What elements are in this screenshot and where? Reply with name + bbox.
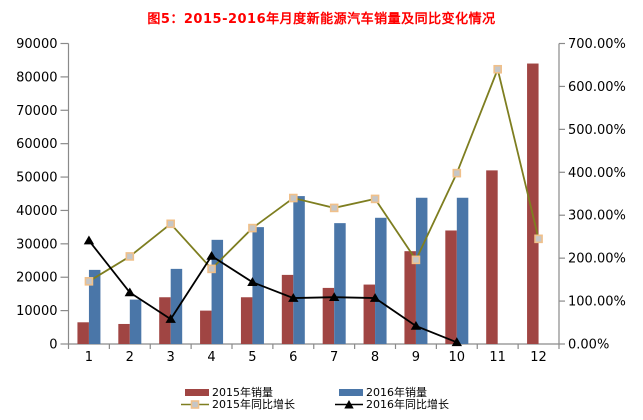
growth-2015-point-m11 <box>493 64 502 74</box>
growth-2016-point-m5 <box>247 277 258 286</box>
bar-sales-2015-m3 <box>159 297 171 344</box>
x-axis-label: 8 <box>371 350 379 365</box>
growth-2015-point-m6 <box>289 193 298 203</box>
x-axis-label: 11 <box>489 350 506 365</box>
x-axis-label: 4 <box>207 350 215 365</box>
left-axis-label: 50000 <box>16 171 57 186</box>
left-axis-label: 70000 <box>16 104 57 119</box>
left-axis-label: 40000 <box>16 204 57 219</box>
bar-sales-2016-m8 <box>375 217 387 344</box>
growth-2015-point-m7 <box>329 203 339 213</box>
bar-sales-2016-m4 <box>211 239 224 344</box>
growth-2016-point-m10 <box>451 337 463 347</box>
growth-2015-point-m4 <box>207 264 216 274</box>
bar-sales-2015-m12 <box>527 63 539 345</box>
x-axis-label: 3 <box>167 350 175 365</box>
right-axis-label: 0.00% <box>568 338 609 353</box>
growth-2015-point-m9 <box>411 255 421 265</box>
bar-sales-2016-m9 <box>415 197 428 344</box>
bar-sales-2015-m6 <box>281 274 294 344</box>
right-axis-label: 400.00% <box>568 166 626 181</box>
left-axis-label: 20000 <box>16 271 57 286</box>
growth-2015-point-m3 <box>166 219 175 229</box>
growth-2016-point-m8 <box>369 293 381 302</box>
left-axis-label: 30000 <box>16 237 57 252</box>
bar-sales-2016-m5 <box>252 227 264 344</box>
growth-2016-point-m7 <box>328 292 340 302</box>
left-axis-label: 10000 <box>16 304 57 319</box>
bar-sales-2015-m7 <box>322 287 335 344</box>
line-growth-2015 <box>88 66 540 283</box>
x-axis-label: 6 <box>289 350 297 365</box>
bar-sales-2015-m8 <box>363 284 376 344</box>
right-axis-label: 100.00% <box>568 295 626 310</box>
legend-label: 2015年同比增长 <box>212 398 295 411</box>
right-axis-label: 200.00% <box>568 252 626 267</box>
growth-2015-point-m2 <box>125 252 135 261</box>
bar-sales-2016-m3 <box>170 268 183 344</box>
legend-item-sales-2015: 2015年销量 <box>185 387 273 398</box>
growth-2016-point-m2 <box>124 287 136 297</box>
line-square-icon <box>181 400 209 409</box>
bar-sales-2015-m2 <box>118 323 130 344</box>
legend-swatch-bar-2015 <box>185 389 209 396</box>
line-growth-2016 <box>88 239 458 344</box>
legend-swatch-bar-2016 <box>339 389 363 396</box>
growth-2015-point-m5 <box>248 223 257 233</box>
growth-2015-point-m1 <box>84 277 94 286</box>
x-axis-label: 9 <box>412 350 420 365</box>
legend-swatch-line-2015 <box>181 399 209 410</box>
bar-sales-2015-m9 <box>404 251 416 344</box>
bar-sales-2015-m4 <box>200 310 212 344</box>
x-axis-label: 5 <box>248 350 256 365</box>
growth-2016-point-m4 <box>206 250 217 260</box>
chart-title: 图5：2015-2016年月度新能源汽车销量及同比变化情况 <box>147 12 496 27</box>
growth-2015-point-m12 <box>534 234 543 244</box>
bar-sales-2016-m6 <box>293 196 305 344</box>
bar-sales-2016-m1 <box>88 269 101 344</box>
x-axis-label: 1 <box>85 350 93 365</box>
legend-item-growth-2015: 2015年同比增长 <box>181 399 295 410</box>
growth-2015-point-m8 <box>370 194 380 204</box>
bar-sales-2016-m2 <box>129 299 142 344</box>
legend-item-sales-2016: 2016年销量 <box>339 387 427 398</box>
bar-sales-2015-m1 <box>77 322 89 344</box>
growth-2016-point-m6 <box>288 293 299 302</box>
x-axis-label: 10 <box>449 350 466 365</box>
bar-sales-2016-m7 <box>334 223 346 344</box>
legend-label: 2015年销量 <box>212 386 273 399</box>
left-axis-label: 60000 <box>16 137 57 152</box>
right-axis-label: 700.00% <box>568 37 626 52</box>
right-axis-label: 500.00% <box>568 123 626 138</box>
growth-2015-point-m10 <box>452 168 462 178</box>
left-axis-label: 80000 <box>16 70 57 85</box>
bar-sales-2015-m5 <box>240 297 253 344</box>
line-triangle-icon <box>335 400 363 409</box>
legend-swatch-line-2016 <box>335 399 363 410</box>
legend-label: 2016年销量 <box>366 386 427 399</box>
legend-item-growth-2016: 2016年同比增长 <box>335 399 449 410</box>
left-axis-label: 0 <box>49 338 57 353</box>
growth-2016-point-m1 <box>83 235 95 245</box>
right-axis-label: 300.00% <box>568 209 626 224</box>
x-axis-label: 7 <box>330 350 338 365</box>
growth-2016-point-m3 <box>165 314 176 323</box>
growth-2016-point-m9 <box>410 320 422 330</box>
bar-sales-2015-m10 <box>445 230 457 344</box>
bar-sales-2015-m11 <box>486 170 498 344</box>
right-axis-label: 600.00% <box>568 80 626 95</box>
x-axis-label: 12 <box>530 350 547 365</box>
bar-sales-2016-m10 <box>456 197 469 344</box>
left-axis-label: 90000 <box>16 37 57 52</box>
legend-label: 2016年同比增长 <box>366 398 449 411</box>
x-axis-label: 2 <box>126 350 134 365</box>
